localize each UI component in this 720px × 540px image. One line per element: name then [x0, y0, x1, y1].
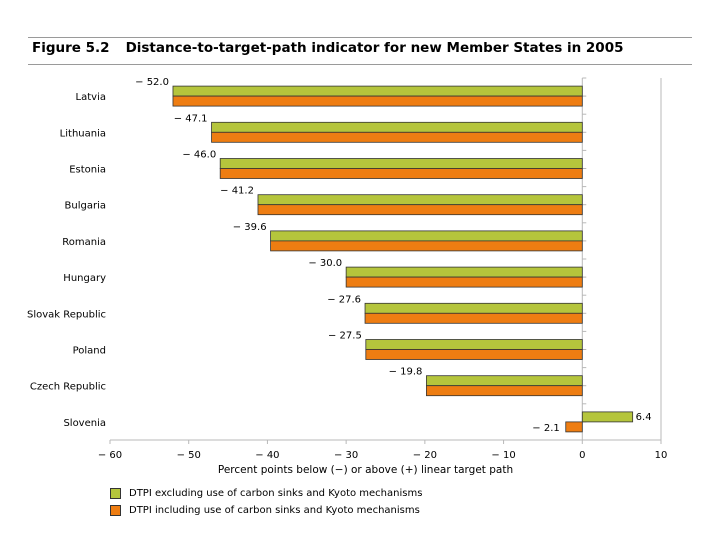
legend-label-2: DTPI including use of carbon sinks and K… [129, 505, 420, 516]
x-tick-label: 0 [579, 450, 585, 461]
figure-number: Figure 5.2 [32, 40, 110, 56]
x-tick-label: − 60 [98, 450, 122, 461]
legend-item-2: DTPI including use of carbon sinks and K… [110, 505, 420, 516]
x-tick-label: − 50 [177, 450, 201, 461]
bar-excluding [365, 339, 583, 350]
bar-excluding [172, 85, 583, 97]
category-label: Lithuania [60, 128, 106, 139]
bar-including [426, 385, 583, 397]
data-label: − 27.5 [328, 331, 362, 342]
category-label: Poland [73, 346, 106, 357]
x-tick-label: − 30 [334, 450, 358, 461]
category-label: Estonia [69, 165, 106, 176]
x-tick-label: − 20 [413, 450, 437, 461]
legend-label-1: DTPI excluding use of carbon sinks and K… [129, 488, 423, 499]
bar-including [219, 168, 583, 179]
data-label: − 27.6 [327, 294, 361, 305]
bar-excluding [581, 411, 634, 423]
data-label: − 39.6 [233, 222, 267, 233]
bar-including [172, 95, 583, 107]
x-tick-label: 10 [655, 450, 668, 461]
bar-including [365, 349, 583, 360]
figure-title-text: Distance-to-target-path indicator for ne… [125, 40, 624, 56]
data-label: − 52.0 [135, 77, 169, 88]
bar-excluding [345, 266, 583, 278]
x-axis-title: Percent points below (−) or above (+) li… [218, 464, 513, 476]
bar-including [364, 312, 583, 324]
x-tick-label: − 40 [255, 450, 279, 461]
title-rule [28, 64, 692, 65]
data-label: 6.4 [636, 412, 652, 423]
bar-excluding [219, 158, 583, 169]
data-label: − 30.0 [308, 258, 342, 269]
category-label: Latvia [76, 92, 106, 103]
category-label: Slovak Republic [27, 309, 106, 320]
category-label: Hungary [63, 273, 106, 284]
legend-swatch-1 [110, 488, 121, 499]
category-label: Slovenia [63, 418, 106, 429]
bar-excluding [270, 230, 583, 242]
data-label: − 47.1 [174, 113, 208, 124]
category-label: Czech Republic [30, 382, 106, 393]
category-label: Bulgaria [65, 201, 106, 212]
bar-excluding [257, 194, 583, 206]
figure-title: Figure 5.2 Distance-to-target-path indica… [32, 40, 692, 56]
legend-item-1: DTPI excluding use of carbon sinks and K… [110, 488, 422, 499]
category-label: Romania [62, 237, 106, 248]
data-label: − 19.8 [389, 367, 423, 378]
bar-including [257, 204, 583, 216]
x-tick-label: − 10 [491, 450, 515, 461]
bar-including [211, 131, 583, 143]
bar-including [345, 276, 583, 288]
data-label-including: − 2.1 [532, 423, 559, 434]
bar-excluding [426, 375, 583, 387]
bar-excluding [364, 302, 583, 314]
bar-including [270, 240, 583, 252]
bar-including [565, 421, 583, 433]
data-label: − 46.0 [182, 150, 216, 161]
data-label: − 41.2 [220, 186, 254, 197]
legend-swatch-2 [110, 505, 121, 516]
top-rule [28, 37, 692, 38]
bar-excluding [211, 121, 583, 133]
